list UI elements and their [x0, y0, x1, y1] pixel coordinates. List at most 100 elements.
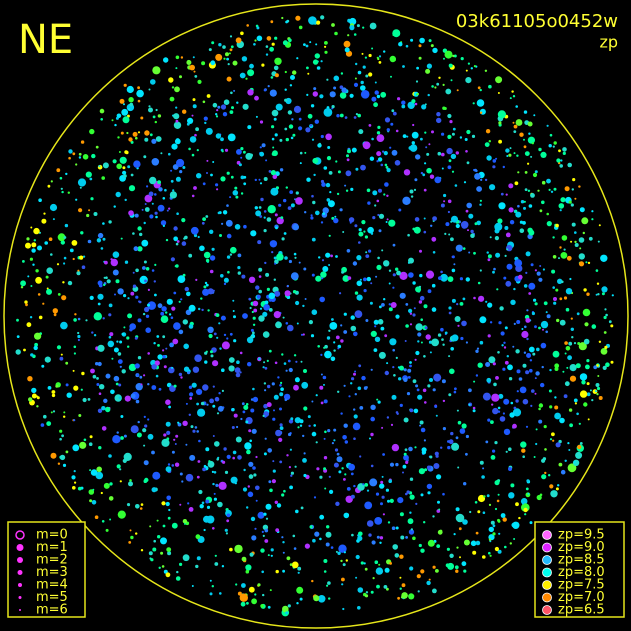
star [448, 306, 452, 310]
star [555, 288, 559, 292]
magnitude-label: m=2 [36, 553, 68, 568]
star [223, 282, 227, 286]
star [374, 81, 377, 84]
star [433, 463, 440, 469]
star [329, 322, 338, 330]
star [550, 190, 554, 193]
star [287, 359, 291, 363]
star [493, 382, 497, 387]
star [237, 455, 242, 460]
star [267, 384, 271, 389]
star [147, 433, 154, 440]
star [527, 189, 531, 192]
star [79, 255, 84, 260]
star [123, 294, 127, 298]
star [457, 324, 460, 327]
star [435, 414, 438, 417]
star [386, 416, 390, 419]
star [232, 60, 238, 66]
star [469, 510, 472, 514]
star [187, 502, 190, 505]
star [437, 333, 442, 337]
star [161, 565, 165, 568]
star [72, 444, 80, 452]
star [208, 460, 211, 463]
star [245, 403, 249, 406]
star [513, 287, 516, 291]
star [584, 322, 589, 327]
star [368, 533, 372, 537]
star [349, 93, 354, 98]
star [134, 213, 139, 218]
star [60, 321, 68, 330]
star [554, 363, 560, 369]
star [416, 388, 420, 392]
star [286, 454, 289, 457]
zp-label: zp=7.5 [558, 578, 605, 593]
star [266, 217, 272, 222]
star [430, 44, 434, 48]
magnitude-label: m=3 [36, 565, 68, 580]
star [121, 369, 126, 374]
star [271, 479, 276, 484]
star [276, 503, 282, 508]
star [130, 425, 139, 434]
star [364, 235, 368, 239]
star [506, 263, 513, 270]
star [541, 474, 547, 480]
star [109, 332, 114, 337]
star [226, 204, 229, 207]
star [441, 167, 444, 170]
star [223, 99, 230, 105]
star [91, 331, 94, 334]
star [258, 275, 262, 278]
star [362, 65, 366, 69]
star [273, 278, 276, 281]
star [154, 263, 157, 266]
star [116, 163, 122, 170]
star [498, 321, 502, 325]
star [324, 41, 328, 45]
star [206, 515, 215, 524]
star [440, 270, 443, 274]
star [217, 405, 224, 412]
star [245, 152, 253, 160]
star [89, 128, 95, 135]
star [426, 63, 432, 69]
star [311, 431, 317, 437]
star [473, 380, 476, 383]
star [69, 248, 74, 253]
star [271, 109, 279, 117]
star [600, 254, 608, 262]
star [499, 416, 506, 422]
star [236, 360, 240, 365]
star [283, 198, 287, 203]
star [323, 399, 328, 404]
star [124, 198, 127, 202]
star [113, 375, 120, 382]
star [454, 387, 457, 391]
star [328, 264, 331, 266]
star [528, 282, 536, 290]
star [409, 361, 412, 364]
star [132, 271, 135, 274]
star [91, 500, 97, 505]
star [451, 215, 458, 223]
star [221, 222, 224, 225]
star [151, 138, 157, 144]
star [186, 60, 192, 65]
star [432, 388, 436, 392]
star [265, 45, 269, 48]
star [378, 229, 382, 233]
star [137, 246, 143, 252]
star [414, 446, 417, 449]
star [416, 574, 421, 579]
star [291, 118, 294, 121]
star [523, 507, 528, 513]
star [24, 300, 28, 304]
star [506, 248, 509, 251]
star [449, 120, 453, 124]
star [105, 406, 111, 413]
star [555, 223, 559, 228]
star [593, 365, 598, 370]
